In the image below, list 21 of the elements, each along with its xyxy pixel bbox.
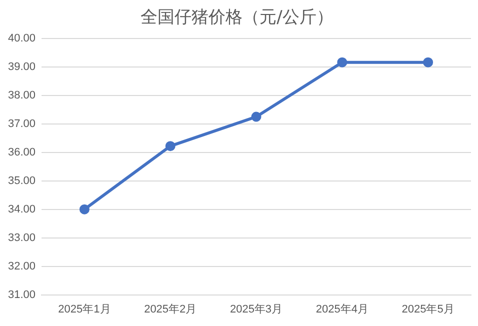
chart-title: 全国仔猪价格（元/公斤） bbox=[140, 8, 334, 28]
point bbox=[423, 57, 434, 68]
point bbox=[165, 141, 176, 152]
x-tick-label: 2025年4月 bbox=[316, 303, 368, 316]
point bbox=[79, 204, 90, 214]
x-tick-label: 2025年2月 bbox=[144, 303, 197, 316]
x-tick-label: 2025年5月 bbox=[402, 303, 454, 316]
y-tick-label: 38.00 bbox=[8, 89, 36, 102]
y-tick-label: 33.00 bbox=[8, 232, 36, 244]
y-tick-label: 36.00 bbox=[8, 146, 36, 158]
y-tick-label: 37.00 bbox=[8, 118, 36, 130]
point bbox=[251, 112, 262, 122]
y-tick-label: 39.00 bbox=[8, 60, 36, 73]
y-tick-label: 40.00 bbox=[8, 32, 36, 44]
y-tick-label: 35.00 bbox=[8, 174, 36, 187]
x-tick-label: 2025年1月 bbox=[58, 303, 111, 316]
point bbox=[337, 57, 348, 68]
y-tick-label: 31.00 bbox=[8, 288, 36, 301]
y-tick-label: 34.00 bbox=[8, 203, 36, 216]
x-tick-label: 2025年3月 bbox=[230, 303, 283, 316]
y-tick-label: 32.00 bbox=[8, 260, 36, 272]
